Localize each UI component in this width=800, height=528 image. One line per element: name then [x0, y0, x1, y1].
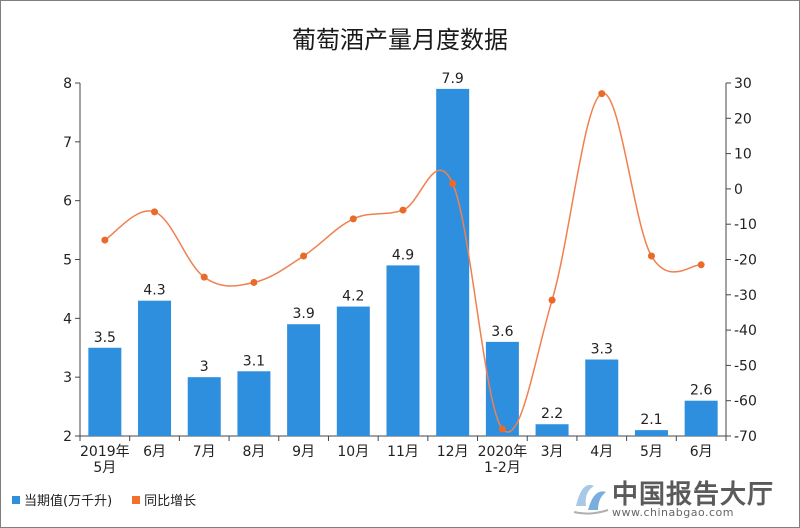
- y-left-tick-label: 8: [63, 76, 72, 92]
- bar: [287, 324, 321, 436]
- bar-data-label: 3: [200, 359, 209, 375]
- bar: [535, 424, 569, 436]
- growth-point: [647, 252, 655, 260]
- legend-label-line: 同比增长: [144, 494, 197, 509]
- x-tick-label: 5月: [640, 444, 663, 460]
- growth-point: [300, 252, 308, 260]
- y-right-tick-label: -40: [734, 323, 757, 339]
- x-tick-label: 1-2月: [484, 460, 521, 476]
- growth-point: [548, 296, 556, 304]
- growth-point: [598, 90, 606, 98]
- x-tick-label: 7月: [193, 444, 216, 460]
- bar: [684, 400, 718, 436]
- growth-point: [101, 236, 109, 244]
- growth-point: [200, 273, 208, 281]
- bar-data-label: 3.9: [292, 306, 314, 322]
- chart-legend: 当期值(万千升) 同比增长: [12, 490, 216, 509]
- growth-point: [449, 180, 457, 188]
- y-right-tick-label: -30: [734, 288, 757, 304]
- x-tick-label: 2020年: [478, 444, 528, 460]
- x-tick-label: 6月: [143, 444, 166, 460]
- bar-data-label: 4.3: [143, 283, 165, 299]
- growth-point: [399, 206, 407, 214]
- x-tick-label: 9月: [292, 444, 315, 460]
- y-right-tick-label: 20: [734, 111, 752, 127]
- y-left-tick-label: 5: [63, 253, 72, 269]
- y-left-tick-label: 6: [63, 194, 72, 210]
- y-left-tick-label: 7: [63, 135, 72, 151]
- bar-data-label: 2.1: [640, 412, 662, 428]
- bar: [336, 306, 370, 436]
- x-tick-label: 12月: [437, 444, 469, 460]
- legend-swatch-line: [132, 495, 141, 504]
- bar: [634, 430, 668, 436]
- x-tick-label: 4月: [590, 444, 613, 460]
- y-right-tick-label: 30: [734, 76, 752, 92]
- y-left-tick-label: 2: [63, 429, 72, 445]
- y-right-tick-label: -20: [734, 253, 757, 269]
- x-tick-label: 2019年: [80, 444, 130, 460]
- y-left-tick-label: 4: [63, 311, 72, 327]
- watermark-logo-icon: [573, 484, 609, 515]
- x-tick-label: 10月: [337, 444, 369, 460]
- growth-point: [498, 425, 506, 433]
- bar: [585, 359, 619, 436]
- bar-data-label: 7.9: [442, 71, 464, 87]
- legend-swatch-bar: [12, 495, 20, 504]
- bar-data-label: 2.2: [541, 406, 563, 422]
- x-tick-label: 3月: [541, 444, 564, 460]
- growth-point: [250, 278, 258, 286]
- bar: [485, 341, 519, 436]
- y-right-tick-label: 10: [734, 147, 752, 163]
- bar-data-label: 4.9: [392, 247, 414, 263]
- x-tick-label: 6月: [690, 444, 713, 460]
- bar: [138, 300, 172, 436]
- y-right-tick-label: -50: [734, 358, 757, 374]
- bar-data-label: 3.3: [591, 342, 613, 358]
- y-right-tick-label: -10: [734, 217, 757, 233]
- bar-data-label: 2.6: [690, 383, 712, 399]
- watermark-brand: 中国报告大厅: [612, 480, 775, 510]
- bar-data-label: 3.6: [491, 324, 513, 340]
- growth-point: [697, 261, 705, 269]
- chart-title: 葡萄酒产量月度数据: [292, 26, 508, 54]
- y-right-tick-label: -70: [734, 429, 757, 445]
- y-right-tick-label: -60: [734, 394, 757, 410]
- bar: [88, 347, 122, 436]
- legend-label-bar: 当期值(万千升): [24, 494, 113, 509]
- bar-data-label: 3.5: [94, 330, 116, 346]
- x-tick-label: 5月: [93, 460, 116, 476]
- bar: [436, 88, 470, 436]
- bar: [237, 371, 271, 436]
- x-tick-label: 11月: [387, 444, 419, 460]
- growth-point: [349, 215, 357, 223]
- watermark-url: www.chinabgao.com: [612, 506, 734, 519]
- legend-item-bar: 当期值(万千升): [12, 490, 112, 509]
- y-right-tick-label: 0: [734, 182, 743, 198]
- bar-data-label: 3.1: [243, 353, 265, 369]
- growth-point: [151, 208, 159, 216]
- y-left-tick-label: 3: [63, 370, 72, 386]
- legend-item-line: 同比增长: [132, 490, 196, 509]
- watermark: 中国报告大厅 www.chinabgao.com: [572, 472, 792, 520]
- bar: [386, 265, 420, 436]
- bar-data-label: 4.2: [342, 289, 364, 305]
- bar: [187, 377, 221, 436]
- x-tick-label: 8月: [242, 444, 265, 460]
